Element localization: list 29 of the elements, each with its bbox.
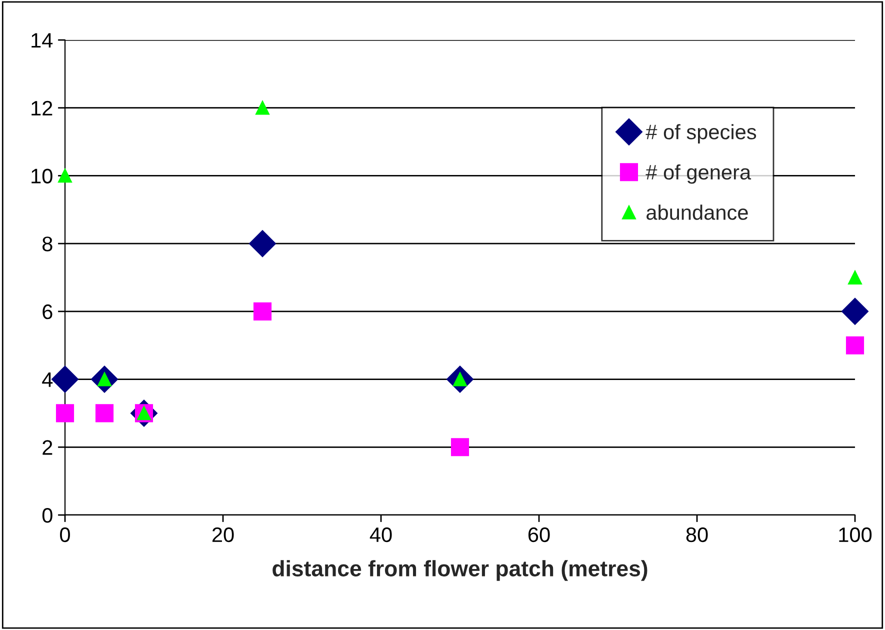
x-tick-label: 40 (370, 527, 392, 542)
y-tick-label: 4 (42, 372, 53, 387)
legend-label: abundance (646, 204, 748, 220)
legend-label: # of genera (646, 164, 752, 184)
point (256, 100, 270, 115)
point (846, 336, 864, 354)
point (842, 298, 868, 325)
y-tick-label: 14 (32, 33, 53, 48)
y-tick-label: 8 (42, 236, 52, 252)
legend-label: # of species (646, 124, 756, 144)
x-tick-label: 0 (60, 527, 70, 542)
y-tick-label: 10 (32, 168, 52, 184)
point (52, 366, 78, 393)
y-tick-label: 6 (42, 304, 52, 320)
x-tick-label: 60 (528, 527, 550, 542)
point (848, 270, 862, 284)
point (450, 438, 470, 456)
y-tick-label: 2 (42, 440, 52, 455)
point (58, 168, 72, 183)
point (95, 404, 114, 422)
point (253, 302, 272, 320)
y-tick-label: 12 (32, 100, 52, 116)
y-tick-label: 0 (42, 508, 52, 523)
point (249, 230, 276, 258)
x-tick-label: 100 (839, 527, 872, 542)
point (56, 404, 74, 422)
x-tick-label: 20 (212, 527, 234, 542)
x-tick-label: 80 (686, 527, 708, 542)
x-axis-title: distance from flower patch (metres) (272, 560, 648, 581)
